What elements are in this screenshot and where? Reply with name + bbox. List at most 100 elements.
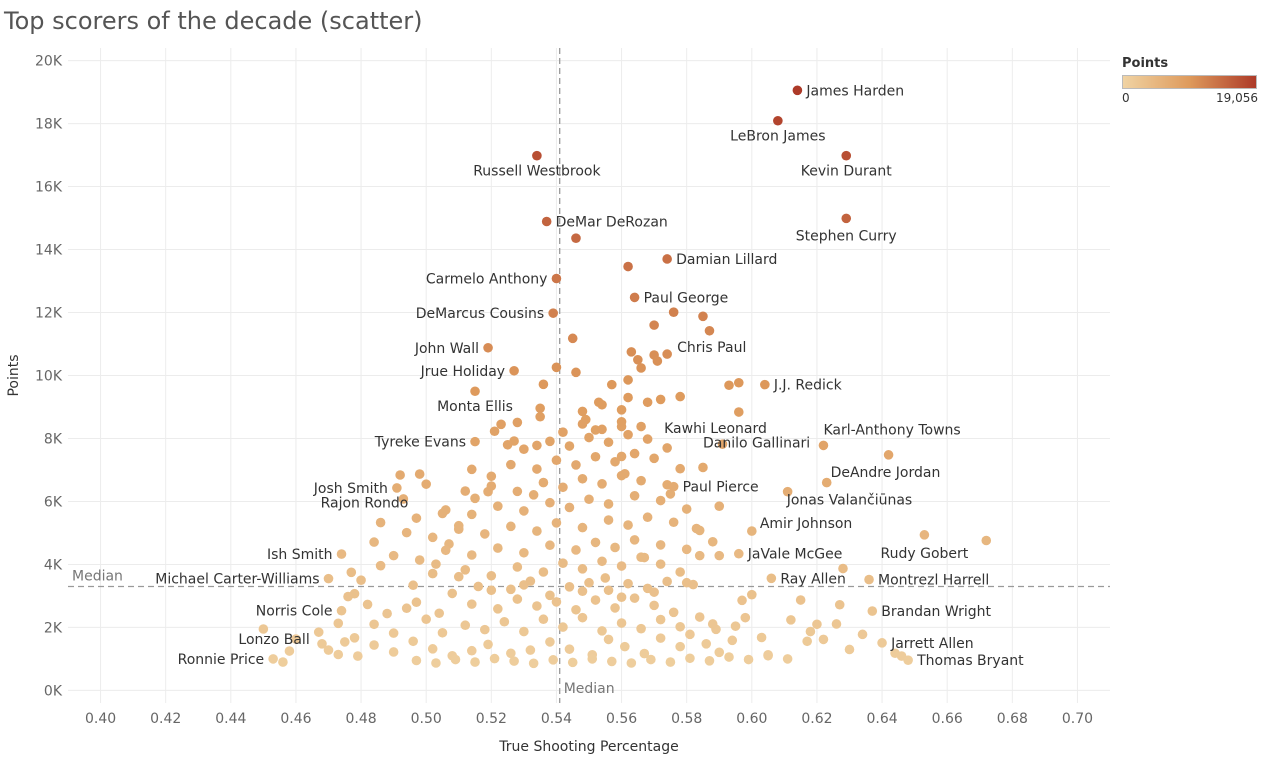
data-point xyxy=(466,599,477,609)
point-label: Paul George xyxy=(644,290,729,306)
data-point xyxy=(786,615,796,625)
data-point xyxy=(668,517,679,528)
data-point xyxy=(597,556,607,567)
data-point xyxy=(571,604,581,615)
data-point xyxy=(629,535,640,545)
data-point xyxy=(470,657,480,667)
data-point xyxy=(727,635,738,646)
data-point xyxy=(499,616,510,627)
data-point xyxy=(584,577,594,588)
data-point xyxy=(519,626,529,637)
data-point xyxy=(704,325,715,336)
data-point xyxy=(724,380,734,391)
data-point xyxy=(698,462,708,473)
data-point xyxy=(773,115,783,126)
data-point xyxy=(668,307,679,318)
data-point xyxy=(512,486,523,497)
data-point xyxy=(551,518,562,528)
data-point xyxy=(545,637,555,647)
x-tick-label: 0.48 xyxy=(345,711,376,727)
data-point xyxy=(577,419,588,429)
data-point xyxy=(782,486,793,497)
data-point xyxy=(649,453,659,464)
data-point xyxy=(844,644,855,655)
data-point xyxy=(551,362,562,373)
data-point xyxy=(655,394,666,405)
data-point xyxy=(525,576,536,586)
data-point xyxy=(668,607,679,618)
data-point xyxy=(567,333,578,344)
data-point xyxy=(636,623,646,634)
x-tick-label: 0.46 xyxy=(280,711,311,727)
data-point xyxy=(717,439,728,449)
data-point xyxy=(841,150,852,161)
data-point xyxy=(470,436,480,447)
median-y-label: Median xyxy=(72,568,123,584)
y-tick-label: 16K xyxy=(35,180,63,196)
data-point xyxy=(577,612,588,623)
data-point xyxy=(486,585,497,596)
data-point xyxy=(414,469,425,479)
data-point xyxy=(375,560,386,571)
data-point xyxy=(545,540,555,551)
data-point xyxy=(519,506,529,516)
point-label: DeMarcus Cousins xyxy=(416,306,544,322)
data-point xyxy=(675,463,685,474)
data-point xyxy=(493,501,503,511)
data-point xyxy=(740,612,751,623)
data-point xyxy=(623,520,633,530)
data-point xyxy=(633,354,643,365)
data-point xyxy=(802,636,812,647)
x-tick-label: 0.60 xyxy=(736,711,767,727)
data-point xyxy=(401,527,412,538)
data-point xyxy=(483,342,493,353)
data-point xyxy=(333,649,344,660)
data-point xyxy=(733,407,744,417)
data-point xyxy=(564,502,575,513)
data-point xyxy=(349,633,360,643)
data-point xyxy=(470,386,480,397)
data-point xyxy=(548,655,558,665)
point-label: Danilo Gallinari xyxy=(703,435,810,451)
data-point xyxy=(401,603,412,614)
data-point xyxy=(571,545,581,555)
data-point xyxy=(460,564,471,575)
data-point xyxy=(512,417,523,428)
point-label: Chris Paul xyxy=(677,340,746,356)
data-point xyxy=(616,416,627,427)
data-point xyxy=(642,583,653,594)
data-point xyxy=(333,618,344,629)
data-point xyxy=(733,548,744,559)
data-point xyxy=(805,626,816,637)
data-point xyxy=(701,638,712,649)
data-point xyxy=(834,599,845,610)
data-point xyxy=(688,579,698,590)
data-point xyxy=(437,627,448,638)
data-point xyxy=(675,621,685,632)
data-point xyxy=(655,495,666,506)
data-point xyxy=(489,653,500,664)
data-point xyxy=(616,405,627,415)
point-label: James Harden xyxy=(805,83,904,99)
data-point xyxy=(577,406,588,417)
data-point xyxy=(453,571,464,582)
x-tick-label: 0.64 xyxy=(866,711,897,727)
point-label: Brandan Wright xyxy=(881,604,991,620)
data-point xyxy=(590,595,601,605)
legend-min-label: 0 xyxy=(1122,91,1130,105)
data-point xyxy=(323,573,334,584)
data-point xyxy=(584,432,594,443)
data-point xyxy=(466,550,477,560)
y-tick-label: 2K xyxy=(44,620,63,636)
data-point xyxy=(506,459,516,470)
data-point xyxy=(460,486,471,496)
data-point xyxy=(362,599,373,610)
data-point xyxy=(652,356,663,366)
data-point xyxy=(538,477,549,488)
data-point xyxy=(483,639,493,650)
data-point xyxy=(590,537,601,548)
x-axis-title: True Shooting Percentage xyxy=(498,739,678,755)
data-point xyxy=(535,411,545,422)
data-point xyxy=(460,620,471,631)
data-point xyxy=(616,618,627,628)
